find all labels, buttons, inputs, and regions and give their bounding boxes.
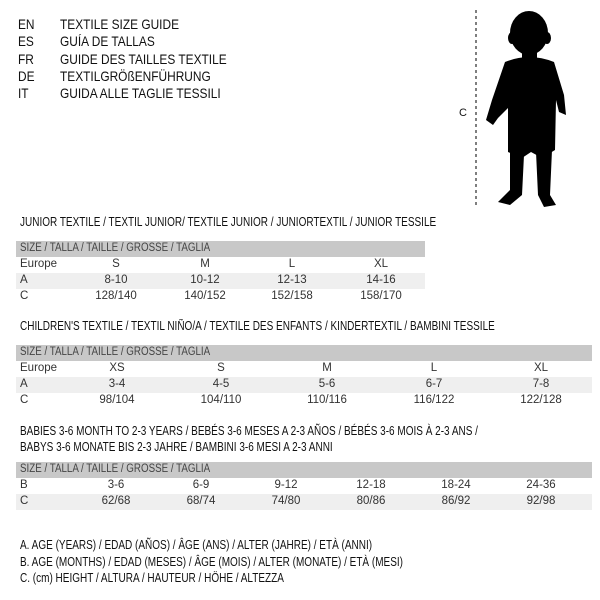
language-title: TEXTILE SIZE GUIDE bbox=[60, 16, 180, 32]
height-label: C bbox=[459, 107, 467, 119]
table-cell: 6-7 bbox=[425, 378, 443, 390]
legend-item: C. (cm) HEIGHT / ALTURA / HAUTEUR / HÖHE… bbox=[20, 571, 284, 585]
table-cell: L bbox=[430, 362, 438, 374]
language-code: FR bbox=[18, 50, 34, 67]
table-cell: 3-6 bbox=[107, 479, 125, 491]
table-cell: 9-12 bbox=[274, 479, 298, 491]
table-cell: XL bbox=[533, 362, 549, 374]
header-label: SIZE / TALLA / TAILLE / GRÖSSE / TAGLIA bbox=[20, 242, 211, 254]
legend-item: A. AGE (YEARS) / EDAD (AÑOS) / ÂGE (ANS)… bbox=[20, 538, 373, 552]
table-title: BABYS 3-6 MONATE BIS 2-3 JAHRE / BAMBINI… bbox=[20, 440, 333, 454]
table-cell: 92/98 bbox=[526, 495, 556, 507]
row-label: Europe bbox=[20, 258, 58, 270]
row-label: B bbox=[20, 479, 28, 491]
table-cell: S bbox=[217, 362, 225, 374]
table-cell: 12-13 bbox=[277, 274, 307, 286]
table-title: JUNIOR TEXTILE / TEXTIL JUNIOR/ TEXTILE … bbox=[20, 215, 437, 229]
table-cell: S bbox=[112, 258, 120, 270]
table-row: C 128/140 140/152 152/158 158/170 bbox=[16, 289, 425, 305]
header-label: SIZE / TALLA / TAILLE / GRÖSSE / TAGLIA bbox=[20, 463, 211, 475]
table-row: Europe S M L XL bbox=[16, 257, 425, 273]
legend-item: B. AGE (MONTHS) / EDAD (MESES) / ÂGE (MO… bbox=[20, 554, 403, 569]
table-cell: 3-4 bbox=[108, 378, 126, 390]
size-table: SIZE / TALLA / TAILLE / GRÖSSE / TAGLIA E… bbox=[16, 345, 592, 409]
table-header-row: SIZE / TALLA / TAILLE / GRÖSSE / TAGLIA bbox=[16, 462, 592, 478]
table-cell: 12-18 bbox=[356, 479, 386, 491]
table-cell: XL bbox=[373, 258, 389, 270]
size-table: SIZE / TALLA / TAILLE / GRÖSSE / TAGLIA E… bbox=[16, 241, 425, 305]
table-header-row: SIZE / TALLA / TAILLE / GRÖSSE / TAGLIA bbox=[16, 241, 425, 257]
header-label: SIZE / TALLA / TAILLE / GRÖSSE / TAGLIA bbox=[20, 346, 211, 358]
language-code: DE bbox=[18, 67, 35, 84]
row-label: C bbox=[20, 495, 29, 507]
row-label: A bbox=[20, 274, 28, 286]
table-cell: 140/152 bbox=[184, 290, 226, 302]
table-cell: M bbox=[322, 362, 332, 374]
row-label: Europe bbox=[20, 362, 58, 374]
table-cell: 104/110 bbox=[200, 394, 242, 406]
table-cell: 68/74 bbox=[186, 495, 216, 507]
table-cell: 6-9 bbox=[192, 479, 210, 491]
table-cell: 128/140 bbox=[95, 290, 137, 302]
table-row: A 3-4 4-5 5-6 6-7 7-8 bbox=[16, 377, 592, 393]
language-title: GUIDE DES TAILLES TEXTILE bbox=[60, 50, 227, 67]
size-table: SIZE / TALLA / TAILLE / GRÖSSE / TAGLIA B… bbox=[16, 462, 592, 510]
table-cell: 80/86 bbox=[356, 495, 386, 507]
table-row: B 3-6 6-9 9-12 12-18 18-24 24-36 bbox=[16, 478, 592, 494]
table-title: BABIES 3-6 MONTH TO 2-3 YEARS / BEBÉS 3-… bbox=[20, 424, 478, 438]
language-title: GUIDA ALLE TAGLIE TESSILI bbox=[60, 85, 221, 102]
language-title: GUÍA DE TALLAS bbox=[60, 33, 155, 50]
table-row: C 62/68 68/74 74/80 80/86 86/92 92/98 bbox=[16, 494, 592, 510]
table-row: Europe XS S M L XL bbox=[16, 361, 592, 377]
table-cell: 8-10 bbox=[104, 274, 128, 286]
table-cell: 74/80 bbox=[271, 495, 301, 507]
table-cell: 5-6 bbox=[318, 378, 336, 390]
table-cell: 18-24 bbox=[441, 479, 471, 491]
table-title: CHILDREN'S TEXTILE / TEXTIL NIÑO/A / TEX… bbox=[20, 319, 495, 333]
table-cell: L bbox=[288, 258, 296, 270]
table-cell: M bbox=[200, 258, 210, 270]
table-cell: XS bbox=[109, 362, 125, 374]
table-cell: 4-5 bbox=[212, 378, 230, 390]
table-cell: 14-16 bbox=[366, 274, 396, 286]
row-label: A bbox=[20, 378, 28, 390]
table-cell: 116/122 bbox=[413, 394, 455, 406]
table-cell: 62/68 bbox=[101, 495, 131, 507]
table-cell: 10-12 bbox=[190, 274, 220, 286]
language-code: IT bbox=[18, 85, 29, 102]
row-label: C bbox=[20, 290, 29, 302]
table-cell: 86/92 bbox=[441, 495, 471, 507]
table-cell: 98/104 bbox=[99, 394, 135, 406]
table-cell: 122/128 bbox=[520, 394, 562, 406]
table-row: A 8-10 10-12 12-13 14-16 bbox=[16, 273, 425, 289]
baby-silhouette-icon bbox=[475, 10, 566, 207]
row-label: C bbox=[20, 394, 29, 406]
language-code: ES bbox=[18, 33, 34, 50]
table-row: C 98/104 104/110 110/116 116/122 122/128 bbox=[16, 393, 592, 409]
table-cell: 110/116 bbox=[307, 394, 347, 406]
table-header-row: SIZE / TALLA / TAILLE / GRÖSSE / TAGLIA bbox=[16, 345, 592, 361]
table-cell: 7-8 bbox=[532, 378, 550, 390]
language-code: EN bbox=[18, 16, 35, 32]
language-title: TEXTILGRÖßENFÜHRUNG bbox=[60, 67, 211, 84]
table-cell: 152/158 bbox=[271, 290, 313, 302]
table-cell: 24-36 bbox=[526, 479, 556, 491]
table-cell: 158/170 bbox=[360, 290, 402, 302]
